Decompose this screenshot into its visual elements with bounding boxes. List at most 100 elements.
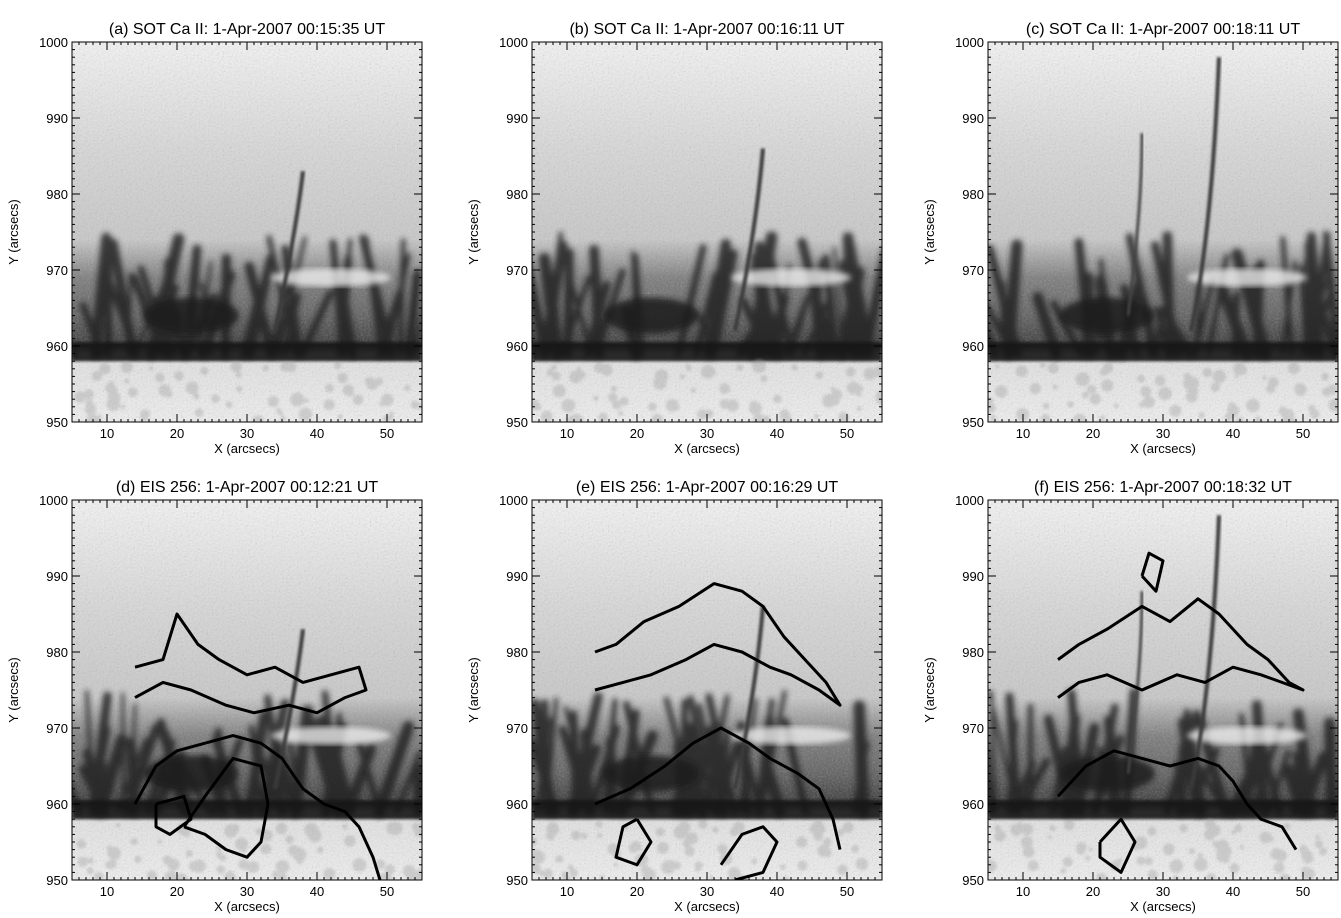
panel-f: 10 20 30 40 50 950 960 970 980 990 1000 X (arcsecs)…	[922, 479, 1339, 914]
contour-d-2	[182, 756, 270, 859]
panel-a-image	[72, 42, 422, 422]
x-tick-label: 50	[380, 426, 394, 441]
y-tick-label: 980	[506, 187, 528, 202]
y-tick-label: 990	[46, 569, 68, 584]
y-tick-label: 960	[506, 339, 528, 354]
y-tick-label: 980	[46, 645, 68, 660]
contour-f-1	[1056, 749, 1298, 851]
contour-e-2	[614, 817, 653, 867]
x-tick-label: 50	[840, 884, 854, 899]
x-tick-label: 20	[1086, 426, 1100, 441]
x-tick-label: 50	[1296, 426, 1310, 441]
y-tick-label: 970	[46, 721, 68, 736]
x-tick-label: 30	[700, 426, 714, 441]
y-tick-label: 950	[962, 415, 984, 430]
x-tick-label: 20	[170, 426, 184, 441]
contour-e-0	[594, 582, 842, 707]
y-tick-label: 1000	[955, 493, 984, 508]
panel-c-image	[988, 42, 1338, 422]
y-tick-label: 960	[46, 339, 68, 354]
y-tick-label: 960	[46, 797, 68, 812]
x-tick-label: 50	[840, 426, 854, 441]
y-tick-label: 1000	[39, 35, 68, 50]
panel-title: (a) SOT Ca II: 1-Apr-2007 00:15:35 UT	[109, 21, 386, 38]
y-tick-label: 970	[46, 263, 68, 278]
x-tick-label: 20	[630, 884, 644, 899]
contour-d-0	[134, 612, 368, 715]
y-tick-label: 990	[506, 111, 528, 126]
x-tick-label: 50	[1296, 884, 1310, 899]
y-tick-label: 990	[46, 111, 68, 126]
x-axis-label: X (arcsecs)	[674, 899, 740, 914]
x-tick-label: 10	[560, 884, 574, 899]
x-tick-label: 20	[630, 426, 644, 441]
x-axis-label: X (arcsecs)	[214, 441, 280, 456]
y-axis-label: Y (arcsecs)	[922, 199, 937, 265]
x-tick-label: 30	[1156, 426, 1170, 441]
x-tick-label: 20	[1086, 884, 1100, 899]
x-tick-label: 40	[770, 426, 784, 441]
y-tick-label: 970	[962, 263, 984, 278]
x-tick-label: 30	[240, 426, 254, 441]
panel-b: 10 20 30 40 50 950 960 970 980 990 1000 X (arcsecs)…	[466, 21, 883, 456]
x-tick-label: 40	[310, 426, 324, 441]
contour-e-3	[719, 825, 779, 880]
x-axis-label: X (arcsecs)	[1130, 899, 1196, 914]
y-tick-label: 950	[46, 415, 68, 430]
x-axis-label: X (arcsecs)	[1130, 441, 1196, 456]
y-tick-label: 990	[962, 111, 984, 126]
x-axis-label: X (arcsecs)	[214, 899, 280, 914]
x-tick-label: 40	[1226, 426, 1240, 441]
panel-d-image	[72, 500, 422, 880]
y-axis-label: Y (arcsecs)	[6, 199, 21, 265]
y-tick-label: 1000	[955, 35, 984, 50]
panel-e-image	[532, 500, 882, 880]
panel-title: (b) SOT Ca II: 1-Apr-2007 00:16:11 UT	[569, 21, 844, 38]
y-tick-label: 950	[506, 873, 528, 888]
y-tick-label: 980	[46, 187, 68, 202]
panel-title: (f) EIS 256: 1-Apr-2007 00:18:32 UT	[1034, 479, 1292, 496]
x-tick-label: 40	[770, 884, 784, 899]
y-axis-label: Y (arcsecs)	[466, 657, 481, 723]
y-tick-label: 960	[962, 797, 984, 812]
y-tick-label: 970	[506, 263, 528, 278]
y-axis-label: Y (arcsecs)	[922, 657, 937, 723]
y-tick-label: 1000	[499, 35, 528, 50]
contour-e-1	[594, 726, 842, 850]
panel-c: 10 20 30 40 50 950 960 970 980 990 1000 X (arcsecs)…	[922, 21, 1339, 456]
panel-title: (d) EIS 256: 1-Apr-2007 00:12:21 UT	[116, 479, 379, 496]
y-tick-label: 950	[962, 873, 984, 888]
y-tick-label: 950	[46, 873, 68, 888]
x-tick-label: 30	[240, 884, 254, 899]
x-tick-label: 30	[1156, 884, 1170, 899]
x-tick-label: 10	[1016, 884, 1030, 899]
panel-title: (c) SOT Ca II: 1-Apr-2007 00:18:11 UT	[1026, 21, 1300, 38]
y-tick-label: 980	[962, 645, 984, 660]
panel-b-image	[532, 42, 882, 422]
panel-e: 10 20 30 40 50 950 960 970 980 990 1000 X (arcsecs)…	[466, 479, 883, 914]
y-tick-label: 1000	[39, 493, 68, 508]
y-tick-label: 980	[962, 187, 984, 202]
contour-f-2	[1140, 551, 1165, 593]
y-axis-label: Y (arcsecs)	[466, 199, 481, 265]
x-tick-label: 50	[380, 884, 394, 899]
y-tick-label: 990	[506, 569, 528, 584]
x-tick-label: 40	[310, 884, 324, 899]
y-tick-label: 980	[506, 645, 528, 660]
x-tick-label: 10	[1016, 426, 1030, 441]
x-tick-label: 30	[700, 884, 714, 899]
contour-d-3	[154, 794, 193, 836]
panel-f-image	[988, 500, 1338, 880]
y-tick-label: 970	[962, 721, 984, 736]
y-axis-label: Y (arcsecs)	[6, 657, 21, 723]
y-tick-label: 1000	[499, 493, 528, 508]
panel-d: 10 20 30 40 50 950 960 970 980 990 1000 X (arcsecs)…	[6, 479, 423, 914]
contour-f-0	[1057, 597, 1305, 699]
panel-a: 10 20 30 40 50 950 960 970 980 990 1000 X (arcsecs)…	[6, 21, 423, 456]
x-tick-label: 10	[100, 884, 114, 899]
x-tick-label: 10	[560, 426, 574, 441]
y-tick-label: 970	[506, 721, 528, 736]
y-tick-label: 990	[962, 569, 984, 584]
contour-f-3	[1098, 817, 1137, 874]
